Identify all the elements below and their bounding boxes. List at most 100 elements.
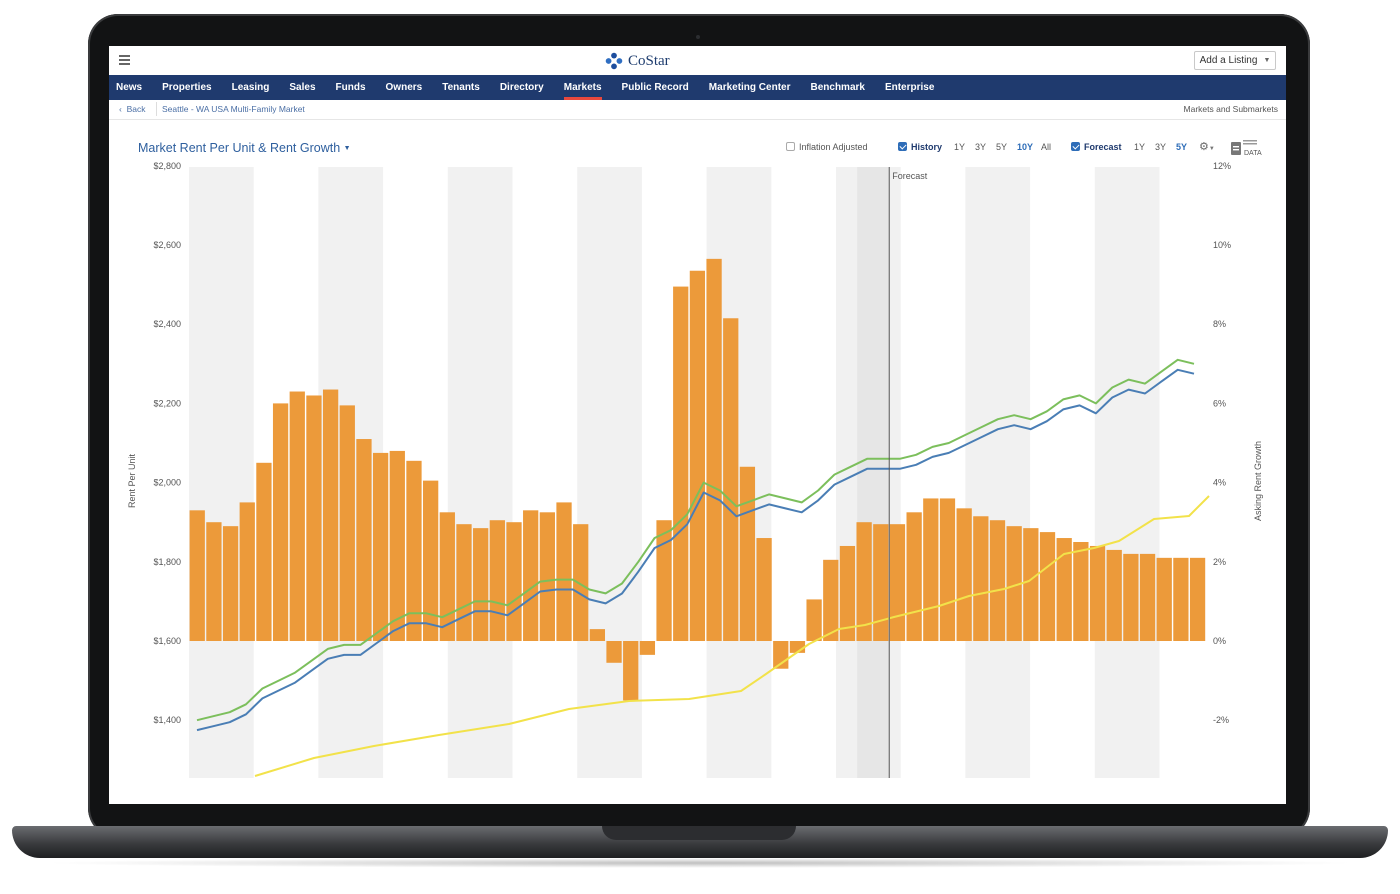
left-axis-tick: $1,400 [153, 715, 181, 725]
growth-bar [739, 466, 756, 641]
growth-bar [206, 522, 222, 641]
growth-bar [1073, 542, 1089, 641]
markets-submarkets-link[interactable]: Markets and Submarkets [1183, 104, 1278, 114]
nav-item-marketing-center[interactable]: Marketing Center [708, 82, 791, 93]
growth-bar [339, 405, 355, 641]
nav-item-sales[interactable]: Sales [289, 82, 316, 93]
chart-band [189, 167, 254, 778]
inflation-label: Inflation Adjusted [799, 142, 868, 152]
growth-bar [806, 599, 822, 641]
growth-bar [1173, 557, 1189, 641]
nav-item-properties[interactable]: Properties [162, 82, 212, 93]
breadcrumb-path[interactable]: Seattle - WA USA Multi-Family Market [162, 104, 305, 114]
add-listing-label: Add a Listing [1199, 55, 1258, 66]
brand[interactable]: CoStar [605, 51, 670, 71]
growth-bar [623, 641, 639, 701]
nav-item-leasing[interactable]: Leasing [231, 82, 270, 93]
growth-bar [1106, 549, 1122, 641]
history-toggle[interactable]: History [898, 142, 942, 152]
growth-bar [573, 524, 589, 641]
nav-item-funds[interactable]: Funds [335, 82, 366, 93]
growth-bar [439, 512, 455, 641]
growth-bar [506, 522, 522, 641]
growth-bar [873, 524, 889, 641]
history-checkbox[interactable] [898, 142, 907, 151]
growth-bar [789, 641, 806, 653]
chart-title: Market Rent Per Unit & Rent Growth [138, 141, 341, 155]
growth-bar [389, 450, 405, 641]
growth-bar [423, 480, 439, 641]
rent-chart: $2,800 $2,600 $2,400 $2,200 $2,000 $1,800 $1,6… [127, 161, 1263, 778]
growth-bar [322, 389, 339, 641]
brand-name: CoStar [628, 52, 670, 69]
forecast-checkbox[interactable] [1071, 142, 1080, 151]
data-button[interactable]: DATA [1230, 139, 1262, 161]
growth-bar [289, 391, 305, 641]
nav-item-enterprise[interactable]: Enterprise [884, 82, 935, 93]
gear-icon: ⚙ [1199, 141, 1209, 153]
nav-item-tenants[interactable]: Tenants [442, 82, 480, 93]
growth-bar [306, 395, 322, 641]
growth-bar [589, 629, 606, 641]
history-period-3y[interactable]: 3Y [975, 142, 987, 152]
growth-bar [222, 526, 239, 641]
growth-bar [539, 512, 555, 641]
inflation-adjusted-toggle[interactable]: Inflation Adjusted [786, 142, 868, 152]
growth-bar [1056, 538, 1072, 641]
submarket-rent-line [196, 368, 1195, 732]
growth-bar [272, 403, 289, 641]
growth-bar [189, 510, 205, 641]
chevron-down-icon: ▼ [343, 145, 351, 152]
add-listing-button[interactable]: Add a Listing ▼ [1194, 51, 1276, 70]
chart-band [1094, 167, 1160, 778]
right-axis-title: Asking Rent Growth [1253, 441, 1263, 521]
growth-bar [956, 508, 972, 641]
forecast-toggle[interactable]: Forecast [1071, 142, 1122, 152]
breadcrumb-divider [156, 102, 157, 116]
app-screen: CoStar Add a Listing ▼ News Properties Lea… [109, 46, 1286, 804]
forecast-period-1y[interactable]: 1Y [1134, 142, 1146, 152]
nav-item-markets[interactable]: Markets [563, 75, 602, 100]
growth-bar [1089, 545, 1106, 641]
settings-button[interactable]: ⚙▼ [1199, 140, 1215, 153]
forecast-period-3y[interactable]: 3Y [1155, 142, 1167, 152]
back-link[interactable]: ‹ Back [119, 104, 146, 114]
left-axis-tick: $2,800 [153, 161, 181, 171]
right-axis-tick: 2% [1213, 557, 1226, 567]
forecast-marker-label: Forecast [892, 171, 928, 181]
growth-bar [239, 502, 255, 641]
right-axis-tick: 0% [1213, 636, 1226, 646]
left-axis-tick: $2,400 [153, 319, 181, 329]
right-axis-tick: 10% [1213, 240, 1231, 250]
laptop-shadow [40, 858, 1360, 868]
chart-title-dropdown[interactable]: Market Rent Per Unit & Rent Growth ▼ [138, 141, 351, 155]
left-axis-tick: $2,000 [153, 478, 181, 488]
nav-item-owners[interactable]: Owners [385, 82, 423, 93]
growth-bar [856, 522, 872, 641]
nav-item-directory[interactable]: Directory [499, 82, 544, 93]
nav-item-news[interactable]: News [116, 82, 143, 93]
history-period-10y[interactable]: 10Y [1017, 142, 1034, 152]
growth-bar [256, 462, 272, 641]
inflation-checkbox[interactable] [786, 142, 795, 151]
history-period-1y[interactable]: 1Y [954, 142, 966, 152]
history-period-all[interactable]: All [1041, 142, 1052, 152]
growth-bar [1189, 557, 1206, 641]
history-period-5y[interactable]: 5Y [996, 142, 1008, 152]
growth-bar [689, 270, 706, 641]
chart-band [965, 167, 1031, 778]
growth-bar [372, 452, 389, 641]
growth-bar [939, 498, 956, 641]
forecast-period-5y[interactable]: 5Y [1176, 142, 1188, 152]
nav-item-public-record[interactable]: Public Record [621, 82, 689, 93]
nav-item-benchmark[interactable]: Benchmark [810, 82, 865, 93]
left-axis-tick: $1,800 [153, 557, 181, 567]
growth-bar [839, 545, 856, 641]
menu-icon[interactable] [119, 55, 130, 65]
right-axis-tick: -2% [1213, 715, 1229, 725]
chart-band [447, 167, 513, 778]
growth-bar [906, 512, 922, 641]
laptop-notch [602, 826, 796, 840]
growth-bar [606, 641, 622, 663]
growth-bar [656, 520, 672, 641]
